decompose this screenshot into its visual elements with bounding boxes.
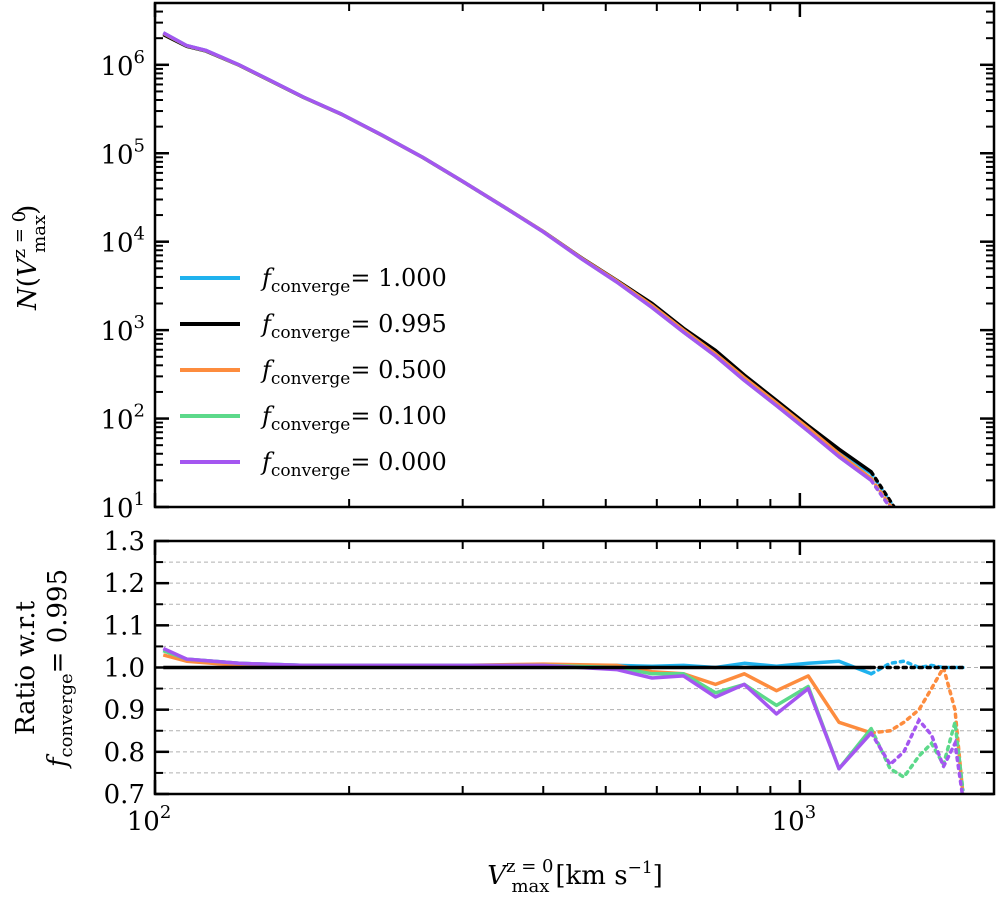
bottom-series-line-4	[162, 646, 873, 771]
bottom-y-axis-label-line2: fconverge= 0.995	[43, 569, 77, 769]
top-y-tick-label: 102	[100, 401, 145, 436]
bottom-series-lines	[162, 646, 965, 794]
top-y-tick-label: 104	[100, 224, 145, 259]
top-series-tail-4	[869, 478, 892, 507]
top-y-tick-label: 103	[100, 312, 145, 347]
top-series-tail-1	[869, 470, 897, 507]
bottom-series-tail-2	[869, 662, 965, 794]
bottom-series-tail-4	[869, 717, 965, 794]
bottom-series-tail-3	[869, 721, 965, 792]
bottom-y-tick-label: 0.8	[104, 738, 145, 768]
top-series-line-4	[162, 31, 873, 482]
bottom-x-tick-label: 103	[772, 802, 817, 837]
legend-label-2: fconverge= 0.500	[260, 356, 447, 389]
top-panel: 101 102 103 104 105 106 N(Vz = 0max) fconverg…	[9, 1, 996, 524]
top-plot-frame	[153, 1, 996, 509]
top-series-lines	[162, 31, 897, 507]
top-axis-ticks	[153, 2, 995, 509]
bottom-plot-frame	[153, 539, 996, 796]
top-y-tick-label: 106	[100, 47, 145, 82]
bottom-y-tick-label: 1.0	[104, 654, 145, 684]
bottom-x-tick-label: 102	[127, 802, 172, 837]
top-y-tick-label: 105	[100, 135, 145, 170]
top-y-tick-label: 101	[100, 489, 145, 524]
bottom-x-axis-label: Vz = 0 max [km s−1]	[487, 856, 663, 897]
bottom-y-tick-label: 1.2	[104, 569, 145, 599]
bottom-y-tick-label: 1.3	[104, 527, 145, 557]
legend-label-0: fconverge= 1.000	[260, 264, 447, 297]
bottom-series-tail-0	[869, 659, 965, 676]
bottom-y-tick-label: 0.7	[104, 780, 145, 810]
legend-label-1: fconverge= 0.995	[260, 310, 447, 343]
bottom-x-tick-labels: 102 103	[127, 802, 816, 837]
bottom-panel: 0.7 0.8 0.9 1.0 1.1 1.2 1.3 102 103 Ratio w.r.t…	[11, 527, 996, 897]
top-y-axis-label: N(Vz = 0max)	[9, 205, 50, 311]
legend-label-4: fconverge= 0.000	[260, 448, 447, 481]
bottom-series-line-0	[162, 648, 872, 676]
bottom-y-tick-label: 1.1	[104, 611, 145, 641]
bottom-y-tick-label: 0.9	[104, 696, 145, 726]
top-series-tail-2	[869, 476, 894, 507]
bottom-y-axis-label-line1: Ratio w.r.t	[11, 600, 41, 735]
top-y-tick-labels: 101 102 103 104 105 106	[100, 47, 145, 524]
bottom-y-tick-labels: 0.7 0.8 0.9 1.0 1.1 1.2 1.3	[104, 527, 145, 810]
legend-label-3: fconverge= 0.100	[260, 402, 447, 435]
legend: fconverge= 1.000 fconverge= 0.995 fconverg…	[180, 264, 447, 481]
